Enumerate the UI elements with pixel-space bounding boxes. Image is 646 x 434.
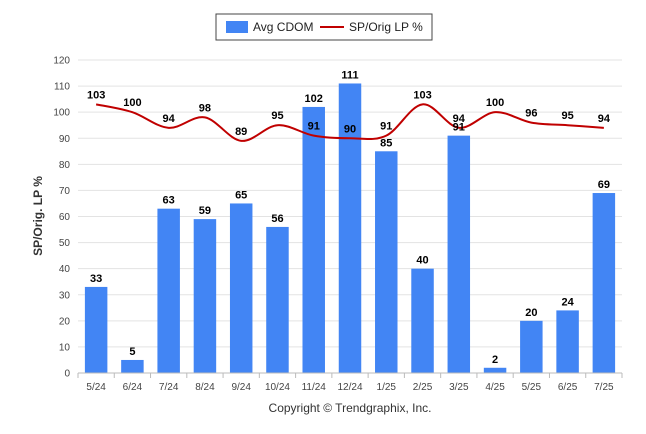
y-tick-label: 20 xyxy=(59,316,71,327)
bar xyxy=(193,219,217,373)
line-value-label: 95 xyxy=(271,110,283,122)
legend-label-bar: Avg CDOM xyxy=(253,20,313,34)
line-value-label: 96 xyxy=(525,108,537,120)
bar-value-label: 2 xyxy=(492,354,498,366)
x-axis-ticks: 5/24 6/24 7/24 8/24 9/24 10/24 11/24 12/24 1/25 2… xyxy=(77,372,623,393)
y-axis-label: SP/Orig. LP % xyxy=(31,176,45,256)
sp-orig-lp-line xyxy=(95,103,604,142)
y-tick-label: 0 xyxy=(64,369,70,380)
x-tick-label: 8/24 xyxy=(195,382,215,393)
y-tick-label: 10 xyxy=(59,342,71,353)
x-tick-label: 7/24 xyxy=(159,382,179,393)
bar-value-label: 59 xyxy=(199,205,211,217)
bar xyxy=(520,320,543,373)
x-tick-label: 7/25 xyxy=(594,382,614,393)
bar-value-label: 5 xyxy=(129,346,135,358)
y-tick-label: 40 xyxy=(59,264,71,275)
legend: Avg CDOM SP/Orig LP % xyxy=(215,13,433,41)
line-value-label: 90 xyxy=(344,123,356,135)
line-series xyxy=(95,103,604,142)
legend-swatch-bar xyxy=(226,21,248,33)
x-tick-label: 9/24 xyxy=(231,382,251,393)
bar-value-label: 40 xyxy=(416,255,428,267)
y-axis-ticks: 0 10 20 30 40 50 60 70 80 90 100 110 120 xyxy=(53,56,70,380)
bar-value-label: 91 xyxy=(453,122,465,134)
line-value-label: 98 xyxy=(199,102,211,114)
x-tick-label: 10/24 xyxy=(265,382,290,393)
line-data-labels: 103 100 94 98 89 95 91 90 91 103 94 100 96 95 94 xyxy=(87,89,611,138)
bar xyxy=(84,286,108,373)
x-tick-label: 11/24 xyxy=(302,382,327,393)
line-value-label: 91 xyxy=(308,121,320,133)
line-value-label: 94 xyxy=(163,113,176,125)
x-tick-label: 6/25 xyxy=(558,382,578,393)
line-value-label: 103 xyxy=(413,89,431,101)
x-tick-label: 3/25 xyxy=(449,382,469,393)
bar-value-label: 63 xyxy=(163,195,175,207)
line-value-label: 94 xyxy=(453,113,466,125)
bar-value-label: 20 xyxy=(525,307,537,319)
y-tick-label: 80 xyxy=(59,160,71,171)
y-tick-label: 60 xyxy=(59,212,71,223)
x-tick-label: 2/25 xyxy=(413,382,433,393)
y-tick-label: 70 xyxy=(59,186,71,197)
bar-value-label: 65 xyxy=(235,189,247,201)
bar-value-label: 111 xyxy=(341,69,358,81)
y-tick-label: 110 xyxy=(54,82,70,93)
line-value-label: 94 xyxy=(598,113,611,125)
bar-value-label: 69 xyxy=(598,179,610,191)
bar-value-label: 102 xyxy=(305,93,323,105)
line-value-label: 103 xyxy=(87,89,105,101)
y-tick-label: 90 xyxy=(59,134,71,145)
bar-value-label: 33 xyxy=(90,273,102,285)
bar xyxy=(229,203,253,373)
x-tick-label: 5/25 xyxy=(522,382,542,393)
line-value-label: 89 xyxy=(235,126,247,138)
bar xyxy=(447,135,471,373)
x-tick-label: 1/25 xyxy=(377,382,397,393)
bar xyxy=(375,151,398,373)
bar-series xyxy=(84,83,616,373)
bar xyxy=(121,359,144,373)
bar xyxy=(338,83,362,373)
legend-label-line: SP/Orig LP % xyxy=(349,20,423,34)
y-tick-label: 50 xyxy=(59,238,71,249)
line-value-label: 100 xyxy=(123,97,141,109)
bar-value-label: 85 xyxy=(380,137,392,149)
y-tick-label: 120 xyxy=(53,56,70,67)
bar-value-label: 56 xyxy=(271,213,283,225)
x-tick-label: 6/24 xyxy=(123,382,143,393)
x-tick-label: 4/25 xyxy=(485,382,505,393)
line-value-label: 91 xyxy=(380,121,392,133)
bar xyxy=(411,268,434,373)
bar-value-label: 24 xyxy=(561,296,574,308)
bar xyxy=(592,193,616,373)
bar xyxy=(266,226,289,373)
copyright-credit: Copyright © Trendgraphix, Inc. xyxy=(269,401,432,415)
bar xyxy=(556,310,579,373)
bar xyxy=(157,208,180,373)
bar xyxy=(483,367,507,373)
bar-data-labels: 33 5 63 59 65 56 102 111 85 40 91 2 20 24 69 xyxy=(90,69,610,365)
bar xyxy=(302,106,325,373)
y-tick-label: 30 xyxy=(59,290,71,301)
line-value-label: 100 xyxy=(486,97,504,109)
x-tick-label: 5/24 xyxy=(86,382,106,393)
y-tick-label: 100 xyxy=(53,108,70,119)
x-tick-label: 12/24 xyxy=(337,382,362,393)
line-value-label: 95 xyxy=(561,110,573,122)
